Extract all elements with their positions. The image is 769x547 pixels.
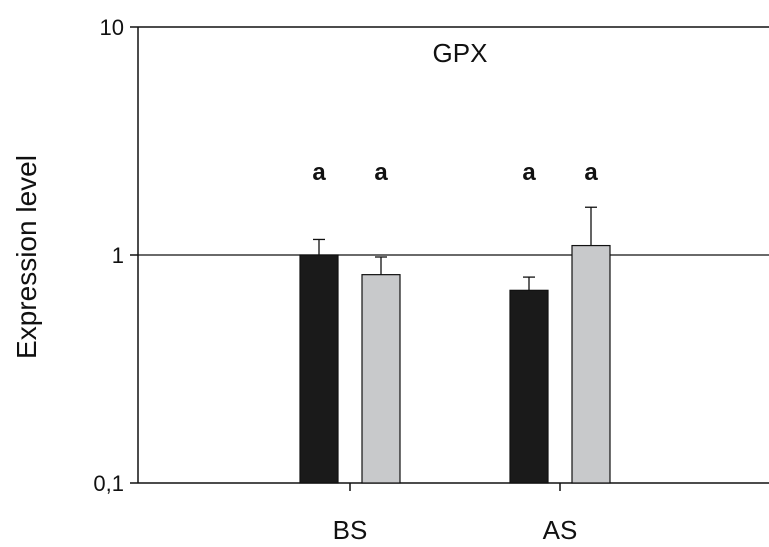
y-axis-title: Expression level (11, 155, 42, 359)
y-tick-label: 1 (112, 243, 124, 268)
bar (509, 289, 549, 484)
significance-label: a (312, 159, 326, 186)
bar (571, 244, 611, 484)
y-tick-label: 0,1 (93, 471, 124, 496)
x-tick-label: AS (543, 515, 578, 545)
bar (361, 274, 401, 484)
plot-area: 0,1 1 10 BS a a AS a a (93, 15, 769, 545)
bar (299, 254, 339, 484)
chart-title: GPX (433, 38, 488, 68)
significance-label: a (584, 159, 598, 186)
significance-label: a (374, 159, 388, 186)
y-tick-label: 10 (100, 15, 124, 40)
significance-label: a (522, 159, 536, 186)
x-tick-label: BS (333, 515, 368, 545)
